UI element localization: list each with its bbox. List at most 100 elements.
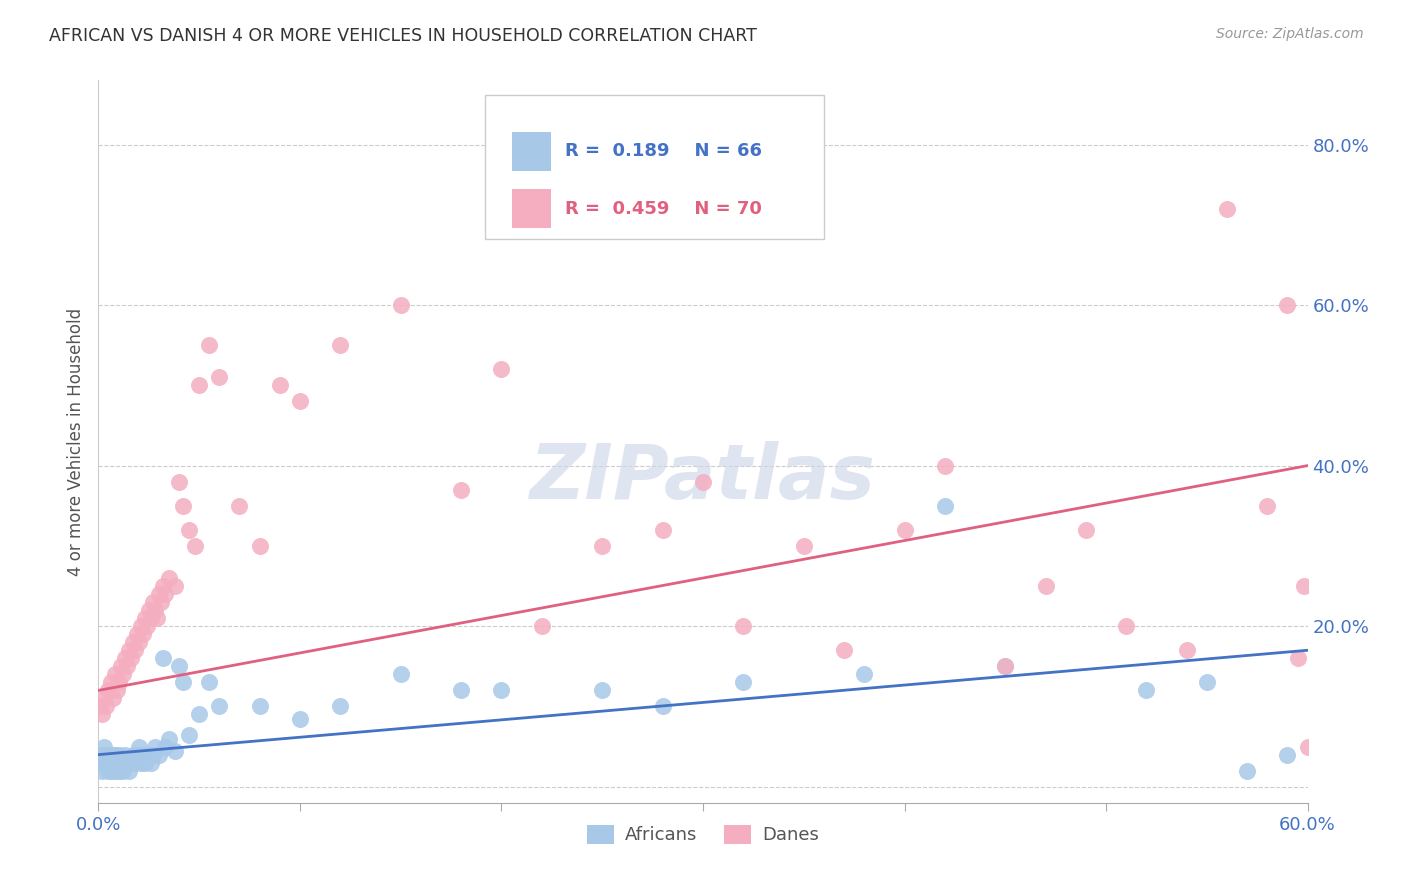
Point	[853, 667, 876, 681]
Point	[208, 699, 231, 714]
Point	[115, 756, 138, 770]
Point	[288, 712, 311, 726]
FancyBboxPatch shape	[485, 95, 824, 239]
Point	[128, 635, 150, 649]
Point	[114, 756, 136, 770]
Point	[91, 707, 114, 722]
Point	[1292, 579, 1315, 593]
Point	[110, 659, 132, 673]
Point	[157, 731, 180, 746]
Point	[172, 675, 194, 690]
Text: Source: ZipAtlas.com: Source: ZipAtlas.com	[1216, 27, 1364, 41]
Point	[91, 747, 114, 762]
Point	[1286, 651, 1309, 665]
Point	[832, 643, 855, 657]
Point	[934, 458, 956, 473]
FancyBboxPatch shape	[512, 131, 551, 171]
Point	[120, 756, 142, 770]
Point	[208, 370, 231, 384]
Point	[389, 298, 412, 312]
Point	[103, 667, 125, 681]
Point	[167, 659, 190, 673]
Point	[692, 475, 714, 489]
FancyBboxPatch shape	[512, 189, 551, 228]
Text: R =  0.189    N = 66: R = 0.189 N = 66	[565, 143, 762, 161]
Point	[1135, 683, 1157, 698]
Point	[651, 699, 673, 714]
Point	[129, 619, 152, 633]
Point	[120, 651, 142, 665]
Point	[103, 764, 125, 778]
Legend: Africans, Danes: Africans, Danes	[579, 818, 827, 852]
Point	[184, 539, 207, 553]
Point	[733, 619, 755, 633]
Point	[107, 675, 129, 690]
Point	[188, 707, 211, 722]
Point	[125, 747, 148, 762]
Y-axis label: 4 or more Vehicles in Household: 4 or more Vehicles in Household	[66, 308, 84, 575]
Point	[97, 756, 120, 770]
Point	[114, 651, 136, 665]
Point	[100, 747, 122, 762]
Point	[97, 683, 120, 698]
Point	[1216, 202, 1239, 216]
Point	[103, 747, 125, 762]
Point	[1277, 747, 1299, 762]
Point	[450, 483, 472, 497]
Point	[1277, 298, 1299, 312]
Point	[101, 756, 124, 770]
Point	[188, 378, 211, 392]
Point	[148, 587, 170, 601]
Point	[139, 756, 162, 770]
Point	[934, 499, 956, 513]
Point	[329, 338, 352, 352]
Point	[114, 747, 136, 762]
Point	[107, 764, 129, 778]
Point	[111, 764, 134, 778]
Point	[101, 691, 124, 706]
Point	[1195, 675, 1218, 690]
Point	[249, 539, 271, 553]
Point	[1074, 523, 1097, 537]
Point	[1115, 619, 1137, 633]
Point	[128, 739, 150, 754]
Point	[89, 699, 111, 714]
Point	[124, 756, 146, 770]
Point	[153, 587, 176, 601]
Point	[329, 699, 352, 714]
Point	[105, 764, 128, 778]
Point	[89, 756, 111, 770]
Point	[249, 699, 271, 714]
Point	[105, 756, 128, 770]
Point	[110, 756, 132, 770]
Point	[163, 744, 186, 758]
Point	[135, 619, 157, 633]
Point	[142, 595, 165, 609]
Point	[179, 728, 201, 742]
Point	[198, 675, 221, 690]
Point	[1296, 739, 1319, 754]
Point	[893, 523, 915, 537]
Point	[107, 747, 129, 762]
Point	[132, 627, 155, 641]
Point	[143, 739, 166, 754]
Point	[146, 611, 169, 625]
Point	[152, 651, 174, 665]
Point	[121, 635, 143, 649]
Point	[96, 699, 118, 714]
Point	[148, 747, 170, 762]
Point	[134, 611, 156, 625]
Point	[491, 683, 513, 698]
Point	[111, 667, 134, 681]
Point	[591, 683, 613, 698]
Point	[97, 764, 120, 778]
Point	[100, 764, 122, 778]
Point	[167, 475, 190, 489]
Point	[115, 659, 138, 673]
Point	[93, 756, 115, 770]
Point	[733, 675, 755, 690]
Point	[591, 539, 613, 553]
Point	[107, 756, 129, 770]
Point	[103, 756, 125, 770]
Point	[93, 739, 115, 754]
